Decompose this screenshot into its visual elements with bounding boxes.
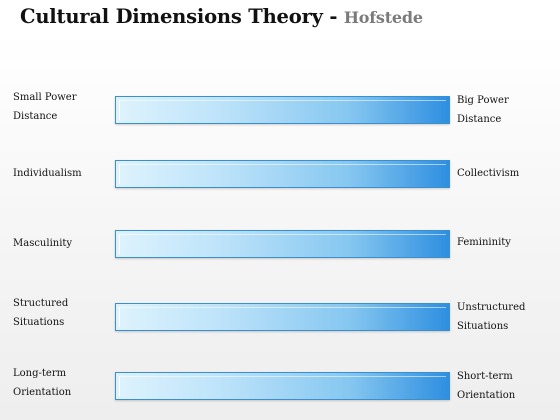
label-line: Situations	[457, 321, 509, 332]
dimension-bar	[115, 96, 450, 124]
label-line: Orientation	[457, 390, 516, 401]
dimension-right-label: Big Power Distance	[457, 91, 557, 129]
label-line: Big Power	[457, 95, 509, 106]
dimension-left-label: Masculinity	[13, 234, 111, 253]
label-line: Long-term	[13, 368, 67, 379]
label-line: Short-term	[457, 371, 513, 382]
label-line: Orientation	[13, 387, 72, 398]
bar-highlight	[119, 307, 446, 327]
label-line: Structured	[13, 298, 69, 309]
dimension-right-label: Short-term Orientation	[457, 367, 557, 405]
label-line: Masculinity	[13, 238, 73, 249]
label-line: Small Power	[13, 92, 77, 103]
dimension-bar	[115, 303, 450, 331]
title-subtitle: Hofstede	[343, 8, 423, 27]
dimension-left-label: Structured Situations	[13, 294, 111, 332]
dimension-bar	[115, 372, 450, 400]
bar-highlight	[119, 100, 446, 120]
label-line: Unstructured	[457, 302, 526, 313]
dimension-left-label: Long-term Orientation	[13, 364, 111, 402]
dimension-right-label: Collectivism	[457, 164, 557, 183]
slide-title: Cultural Dimensions Theory - Hofstede	[20, 4, 423, 31]
dimension-left-label: Individualism	[13, 164, 111, 183]
bar-highlight	[119, 376, 446, 396]
title-main: Cultural Dimensions Theory -	[20, 5, 344, 28]
label-line: Distance	[13, 111, 58, 122]
dimension-bar	[115, 160, 450, 188]
bar-highlight	[119, 164, 446, 184]
bar-highlight	[119, 234, 446, 254]
dimension-left-label: Small Power Distance	[13, 88, 111, 126]
label-line: Distance	[457, 114, 502, 125]
label-line: Femininity	[457, 237, 511, 248]
label-line: Collectivism	[457, 168, 520, 179]
label-line: Individualism	[13, 168, 82, 179]
dimension-right-label: Femininity	[457, 233, 557, 252]
dimension-right-label: Unstructured Situations	[457, 298, 557, 336]
dimension-bar	[115, 230, 450, 258]
label-line: Situations	[13, 317, 65, 328]
